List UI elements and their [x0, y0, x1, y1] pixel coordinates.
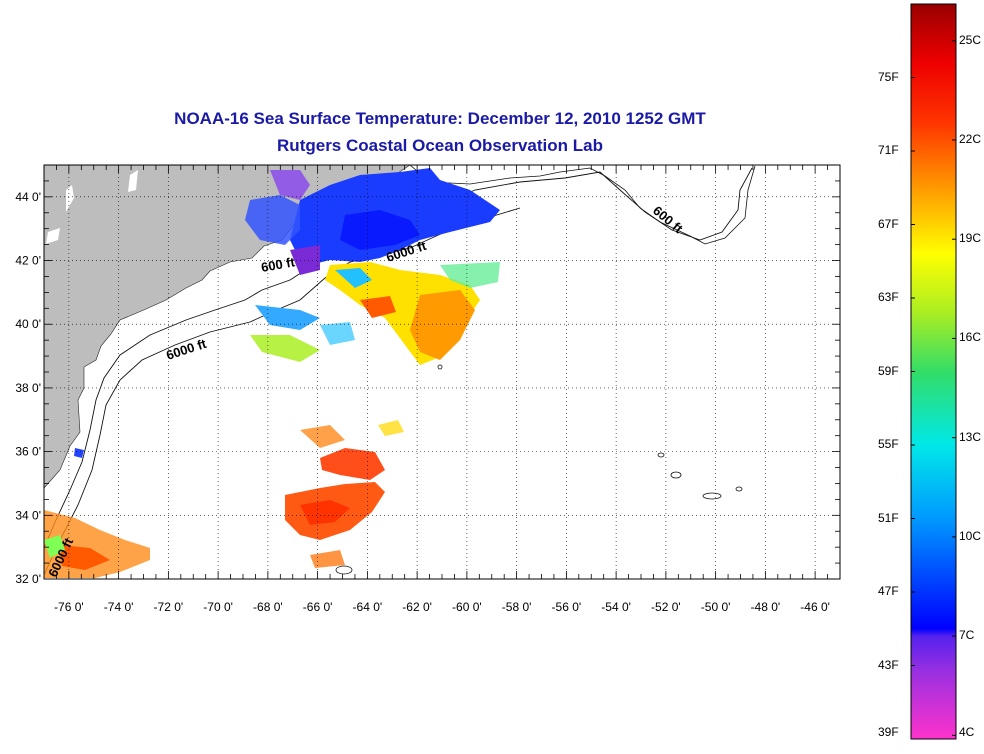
island-outlines — [335, 364, 743, 575]
latitude-tick-label: 34 0' — [15, 508, 41, 522]
colorbar — [910, 3, 957, 740]
colorbar-fahrenheit-label: 47F — [878, 584, 899, 598]
longitude-tick-label: -50 0' — [701, 600, 731, 614]
latitude-tick-label: 44 0' — [15, 190, 41, 204]
longitude-tick-label: -66 0' — [303, 600, 333, 614]
colorbar-fahrenheit-label: 67F — [878, 216, 899, 231]
longitude-tick-label: -62 0' — [402, 600, 432, 614]
sst-data — [44, 168, 500, 578]
colorbar-fahrenheit-label: 75F — [878, 69, 899, 84]
map-grid — [44, 165, 840, 580]
map-ticks — [43, 164, 841, 580]
lake — [46, 228, 60, 244]
colorbar-fahrenheit-label: 51F — [878, 510, 899, 525]
latitude-labels: 32 0' 34 0' 36 0' 38 0' 40 0' 42 0' 44 0' — [15, 190, 41, 586]
contour-label-600ft: 600 ft — [260, 254, 297, 275]
latitude-tick-label: 38 0' — [15, 381, 41, 395]
colorbar-fahrenheit-label: 43F — [878, 657, 899, 672]
lake — [66, 185, 74, 212]
colorbar-fahrenheit-label: 71F — [878, 143, 899, 157]
latitude-tick-label: 32 0' — [15, 572, 41, 586]
chart-title: NOAA-16 Sea Surface Temperature: Decembe… — [174, 109, 706, 128]
colorbar-celsius-label: 22C — [959, 131, 982, 146]
colorbar-celsius-label: 4C — [959, 725, 975, 739]
colorbar-celsius-label: 25C — [959, 32, 982, 47]
longitude-tick-label: -64 0' — [353, 600, 383, 614]
longitude-tick-label: -46 0' — [800, 600, 830, 614]
contour-label-6000ft: 6000 ft — [164, 336, 208, 363]
longitude-tick-label: -54 0' — [601, 600, 631, 614]
longitude-tick-label: -60 0' — [452, 600, 482, 614]
colorbar-fahrenheit-label: 63F — [878, 290, 899, 304]
longitude-tick-label: -74 0' — [104, 600, 134, 614]
longitude-tick-label: -48 0' — [751, 600, 781, 614]
colorbar-celsius-label: 13C — [959, 429, 982, 444]
colorbar-fahrenheit-label: 39F — [878, 725, 899, 739]
latitude-tick-label: 36 0' — [15, 445, 41, 459]
chart-subtitle: Rutgers Coastal Ocean Observation Lab — [277, 136, 603, 155]
colorbar-celsius-label: 19C — [959, 231, 982, 246]
longitude-tick-label: -68 0' — [253, 600, 283, 614]
map-content — [44, 165, 756, 578]
colorbar-ticks — [911, 40, 956, 740]
colorbar-fahrenheit-label: 55F — [878, 437, 899, 451]
colorbar-celsius-label: 16C — [959, 330, 982, 345]
longitude-tick-label: -52 0' — [651, 600, 681, 614]
longitude-tick-label: -76 0' — [54, 600, 84, 614]
colorbar-fahrenheit-label: 59F — [878, 363, 899, 378]
latitude-tick-label: 40 0' — [15, 317, 41, 331]
lake — [128, 170, 138, 192]
isobath-6000ft — [44, 207, 521, 576]
colorbar-celsius-label: 7C — [959, 628, 975, 643]
colorbar-celsius-label: 10C — [959, 528, 982, 543]
longitude-labels: -76 0' -74 0' -72 0' -70 0' -68 0' -66 0' -64 … — [54, 600, 830, 614]
longitude-tick-label: -70 0' — [203, 600, 233, 614]
coastline — [409, 165, 756, 245]
longitude-tick-label: -58 0' — [502, 600, 532, 614]
latitude-tick-label: 42 0' — [15, 254, 41, 268]
longitude-tick-label: -56 0' — [552, 600, 582, 614]
longitude-tick-label: -72 0' — [154, 600, 184, 614]
